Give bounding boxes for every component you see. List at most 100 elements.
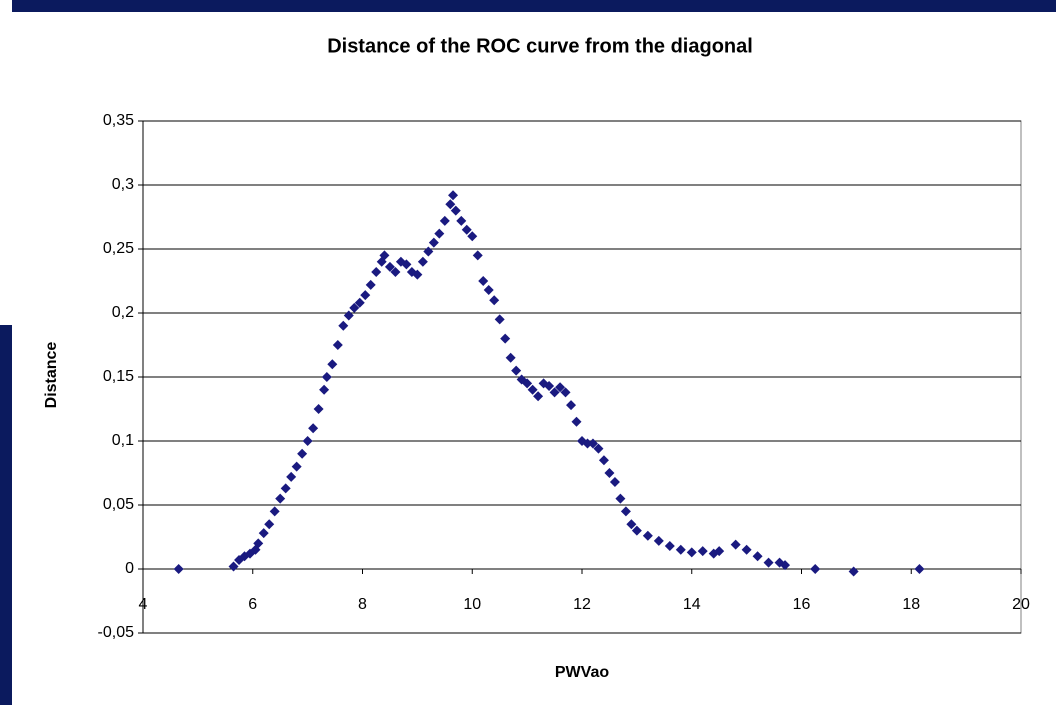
point [450,205,461,216]
y-tick-label: 0,2 [112,304,134,321]
chart-area [12,12,1056,705]
y-tick-label: 0,15 [103,368,134,385]
point [354,297,365,308]
point [456,215,467,226]
point [544,380,555,391]
x-tick-label: 18 [902,596,920,613]
y-tick-label: 0 [125,560,134,577]
point [604,468,615,478]
point [343,310,354,321]
point [500,333,511,344]
point [494,314,505,325]
point [297,448,308,459]
point [360,290,371,301]
x-tick-label: 12 [573,596,591,613]
point [349,302,360,313]
point [664,540,675,551]
point [417,256,428,267]
point [511,365,522,376]
point [338,320,349,331]
point [598,455,609,466]
point [412,269,423,280]
point [571,416,582,427]
point [675,544,686,555]
point [269,506,280,517]
y-tick-label: 0,35 [103,112,134,129]
point [620,506,631,517]
point [653,535,664,546]
point [587,438,598,449]
point [467,231,478,242]
point [308,423,319,434]
point [302,436,313,446]
point [478,276,489,286]
x-tick-label: 20 [1012,596,1030,613]
point [264,519,275,530]
point [489,295,500,306]
point [286,471,297,482]
y-tick-label: 0,1 [112,432,134,449]
x-tick-label: 4 [139,596,148,613]
point [291,461,302,472]
point [365,279,376,290]
point [448,190,459,201]
point [631,525,642,536]
point [505,352,516,363]
point [810,564,821,574]
point [763,557,774,568]
point [686,547,697,558]
y-tick-label: 0,05 [103,496,134,513]
point [615,493,626,504]
point [593,443,604,454]
point [472,250,483,261]
point [560,387,571,398]
y-tick-label: -0,05 [98,624,135,641]
point [434,228,445,239]
point [321,372,332,382]
x-tick-label: 14 [683,596,701,613]
point [555,382,566,393]
point [332,340,343,350]
point [549,387,560,398]
point [423,246,434,257]
point [428,237,439,248]
x-tick-label: 8 [358,596,367,613]
point [522,378,533,389]
point [714,546,725,557]
point [313,404,324,414]
point [752,551,763,562]
x-axis-title: PWVao [555,664,609,681]
point [533,391,544,402]
y-tick-label: 0,3 [112,176,134,193]
point [253,538,264,549]
point [439,215,450,226]
point [445,199,456,210]
point [379,250,390,261]
point [780,560,791,571]
point [642,530,653,541]
side-panel [0,0,12,325]
point [626,519,637,530]
x-tick-label: 10 [463,596,481,613]
point [730,539,741,550]
point [741,544,752,555]
chart-title: Distance of the ROC curve from the diago… [327,35,753,57]
point [609,476,620,487]
point [697,546,708,557]
x-tick-label: 16 [793,596,811,613]
point [483,284,494,295]
point [461,224,472,235]
point [327,359,338,370]
point [228,561,239,572]
point [319,384,330,395]
point [582,438,593,449]
point [371,267,382,278]
y-tick-label: 0,25 [103,240,134,257]
point [258,528,269,539]
point [848,566,859,577]
point [914,564,925,574]
point [566,400,577,411]
point [275,493,286,504]
